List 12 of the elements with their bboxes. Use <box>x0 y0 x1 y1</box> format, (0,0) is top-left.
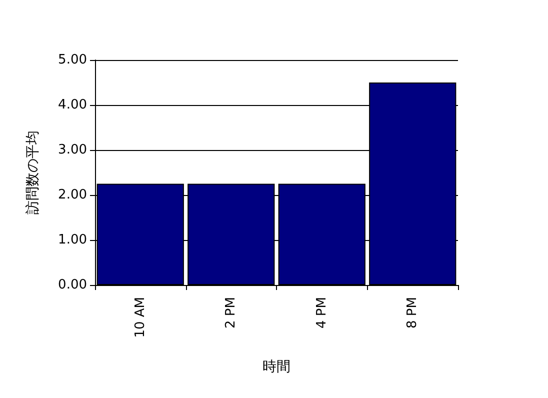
y-tick-label: 1.00 <box>58 232 87 248</box>
y-tick-label: 0.00 <box>58 278 87 292</box>
x-tick-label: 4 PM <box>314 297 330 328</box>
y-tick-label: 4.00 <box>58 98 87 112</box>
x-tick-label: 8 PM <box>405 297 420 328</box>
x-tick-label: 2 PM <box>224 297 239 328</box>
y-axis-title: 訪問数の平均 <box>25 130 41 214</box>
x-tick-label: 10 AM <box>132 297 148 338</box>
y-tick-label: 5.00 <box>58 52 87 68</box>
y-tick-label: 3.00 <box>58 142 87 158</box>
x-axis-title: 時間 <box>262 359 290 375</box>
y-tick-label: 2.00 <box>58 188 87 202</box>
